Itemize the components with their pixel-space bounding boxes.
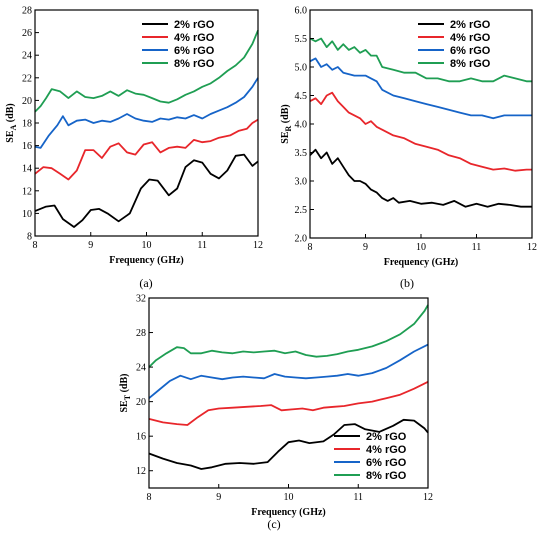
series-line-1 bbox=[148, 418, 429, 470]
legend-label: 2% rGO bbox=[174, 19, 215, 31]
y-tick-label: 16 bbox=[136, 432, 146, 443]
legend-label: 6% rGO bbox=[366, 457, 407, 469]
x-tick-label: 8 bbox=[33, 240, 38, 251]
legend-label: 6% rGO bbox=[174, 45, 215, 57]
series-line-2 bbox=[309, 91, 532, 172]
y-tick-label: 20 bbox=[22, 96, 32, 107]
legend-label: 2% rGO bbox=[366, 431, 407, 443]
x-tick-label: 11 bbox=[197, 240, 207, 251]
series-line-4 bbox=[309, 37, 532, 83]
x-tick-label: 10 bbox=[416, 242, 426, 253]
y-tick-label: 5.5 bbox=[295, 34, 308, 45]
y-tick-label: 32 bbox=[136, 294, 146, 305]
series-line-1 bbox=[34, 153, 259, 228]
y-tick-label: 26 bbox=[22, 28, 32, 39]
panel-label: (a) bbox=[139, 276, 152, 290]
y-tick-label: 3.5 bbox=[295, 148, 308, 159]
legend-label: 2% rGO bbox=[450, 19, 491, 31]
legend-label: 6% rGO bbox=[450, 45, 491, 57]
panel-label: (b) bbox=[400, 276, 414, 290]
y-tick-label: 20 bbox=[136, 397, 146, 408]
y-axis-label: SER (dB) bbox=[280, 104, 293, 143]
x-tick-label: 9 bbox=[88, 240, 93, 251]
chart-panel-3: 8 9 10 11 12 12 16 20 24 28 32 Frequency (GHz) SET (… bbox=[119, 294, 433, 532]
y-tick-label: 28 bbox=[22, 6, 32, 17]
series-line-2 bbox=[148, 380, 429, 426]
x-tick-label: 11 bbox=[472, 242, 482, 253]
legend-label: 4% rGO bbox=[174, 32, 215, 44]
legend-label: 8% rGO bbox=[174, 58, 215, 70]
x-tick-label: 8 bbox=[147, 492, 152, 503]
y-tick-label: 16 bbox=[22, 141, 32, 152]
plot-frame bbox=[34, 9, 259, 237]
x-tick-label: 12 bbox=[527, 242, 537, 253]
series-line-2 bbox=[34, 118, 259, 181]
y-tick-label: 14 bbox=[22, 164, 32, 175]
y-tick-label: 18 bbox=[22, 119, 32, 130]
y-tick-label: 4.5 bbox=[295, 91, 308, 102]
x-axis-label: Frequency (GHz) bbox=[251, 507, 326, 518]
legend-label: 4% rGO bbox=[366, 444, 407, 456]
y-tick-label: 2.5 bbox=[295, 205, 308, 216]
x-tick-label: 11 bbox=[353, 492, 363, 503]
chart-panel-1: 8 9 10 11 12 8 10 12 14 16 18 20 22 24 26 28 Frequency (… bbox=[5, 6, 263, 291]
x-axis-label: Frequency (GHz) bbox=[384, 257, 459, 268]
x-tick-label: 9 bbox=[363, 242, 368, 253]
legend-label: 4% rGO bbox=[450, 32, 491, 44]
x-tick-label: 8 bbox=[308, 242, 313, 253]
y-tick-label: 24 bbox=[22, 51, 32, 62]
series-line-3 bbox=[148, 343, 429, 399]
series-line-3 bbox=[309, 57, 532, 120]
x-tick-label: 12 bbox=[253, 240, 263, 251]
x-tick-label: 10 bbox=[142, 240, 152, 251]
legend-label: 8% rGO bbox=[450, 58, 491, 70]
series-line-1 bbox=[309, 148, 532, 208]
y-axis-label: SET (dB) bbox=[119, 374, 132, 413]
panel-label: (c) bbox=[267, 517, 280, 531]
y-tick-label: 22 bbox=[22, 73, 32, 84]
x-tick-label: 9 bbox=[216, 492, 221, 503]
y-tick-label: 12 bbox=[136, 466, 146, 477]
y-tick-label: 2.0 bbox=[295, 234, 308, 245]
y-tick-label: 3.0 bbox=[295, 177, 308, 188]
y-tick-label: 5.0 bbox=[295, 63, 308, 74]
y-tick-label: 8 bbox=[27, 232, 32, 243]
series-line-4 bbox=[34, 29, 259, 113]
y-axis-label: SEA (dB) bbox=[5, 103, 18, 142]
x-axis-label: Frequency (GHz) bbox=[109, 255, 184, 266]
x-tick-label: 12 bbox=[423, 492, 433, 503]
series-line-4 bbox=[148, 304, 429, 368]
y-tick-label: 4.0 bbox=[295, 120, 308, 131]
y-tick-label: 24 bbox=[136, 363, 146, 374]
legend-label: 8% rGO bbox=[366, 470, 407, 482]
series-line-3 bbox=[34, 77, 259, 149]
y-tick-label: 6.0 bbox=[295, 6, 308, 17]
y-tick-label: 10 bbox=[22, 209, 32, 220]
chart-panel-2: 8 9 10 11 12 2.0 2.5 3.0 3.5 4.0 4.5 5.0 5.5 6.0 Frequ… bbox=[280, 6, 537, 291]
x-tick-label: 10 bbox=[284, 492, 294, 503]
y-tick-label: 12 bbox=[22, 186, 32, 197]
y-tick-label: 28 bbox=[136, 328, 146, 339]
